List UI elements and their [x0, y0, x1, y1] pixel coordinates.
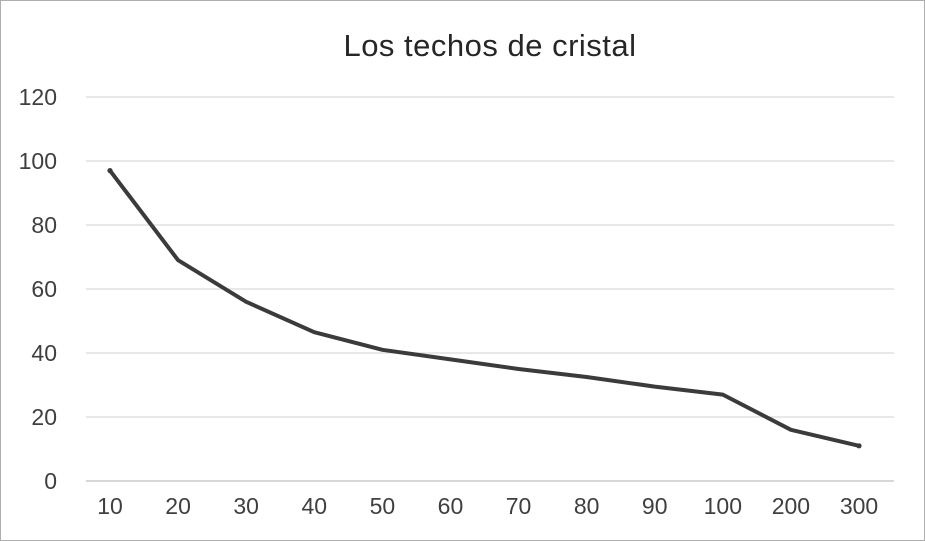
- x-axis-tick-label: 60: [438, 493, 464, 519]
- y-axis-tick-label: 0: [44, 468, 57, 494]
- x-axis-tick-label: 200: [772, 493, 810, 519]
- y-axis-tick-label: 80: [31, 212, 57, 238]
- x-axis-tick-label: 70: [506, 493, 532, 519]
- data-line: [108, 168, 861, 448]
- x-axis-tick-label: 100: [704, 493, 742, 519]
- x-axis-tick-label: 80: [574, 493, 600, 519]
- x-axis-tick-label: 50: [370, 493, 396, 519]
- y-axis-tick-label: 20: [31, 404, 57, 430]
- chart-title: Los techos de cristal: [343, 28, 637, 63]
- series-start-cap: [107, 168, 113, 174]
- x-axis-tick-label: 300: [840, 493, 878, 519]
- x-axis-tick-label: 10: [97, 493, 123, 519]
- x-axis-tick-label: 30: [233, 493, 259, 519]
- y-axis-tick-label: 60: [31, 276, 57, 302]
- series-end-cap: [856, 443, 862, 449]
- x-axis-tick-label: 90: [642, 493, 668, 519]
- x-axis-tick-label: 20: [165, 493, 191, 519]
- x-axis-tick-label: 40: [301, 493, 327, 519]
- y-axis-tick-label: 40: [31, 340, 57, 366]
- y-axis-tick-label: 100: [19, 148, 57, 174]
- y-axis-tick-label: 120: [19, 84, 57, 110]
